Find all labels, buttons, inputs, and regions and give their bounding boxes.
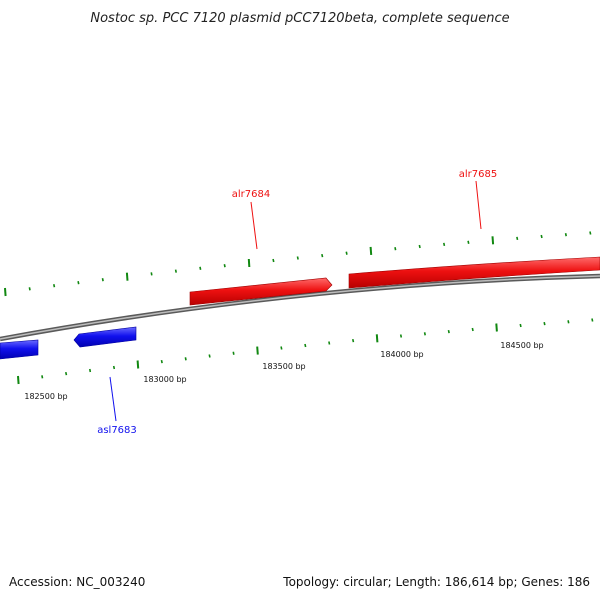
inner-track-minor-tick (160, 359, 163, 364)
leader-line-alr7684 (250, 201, 258, 250)
tick-label-183000: 183000 bp (143, 375, 186, 384)
outer-track-minor-tick (345, 251, 348, 255)
outer-track-minor-tick (53, 284, 56, 288)
inner-track-minor-tick (232, 351, 235, 355)
outer-track-minor-tick (443, 242, 446, 247)
inner-track-major-tick (375, 334, 379, 343)
outer-track-major-tick (491, 236, 495, 245)
outer-track-minor-tick (272, 258, 275, 263)
outer-track-minor-tick (589, 231, 592, 235)
inner-track-minor-tick (447, 329, 450, 334)
outer-track-minor-tick (321, 253, 324, 258)
outer-track-minor-tick (223, 264, 226, 268)
outer-track-minor-tick (394, 247, 397, 251)
outer-track-minor-tick (418, 244, 421, 249)
outer-track-minor-tick (467, 240, 470, 244)
outer-track-minor-tick (101, 278, 104, 282)
outer-track-minor-tick (174, 269, 177, 273)
outer-track-minor-tick (540, 234, 543, 239)
leader-line-alr7685 (475, 180, 482, 230)
inner-track-minor-tick (399, 334, 403, 338)
outer-track-minor-tick (199, 266, 202, 270)
tick-label-184500: 184500 bp (500, 341, 543, 350)
outer-tick-track (4, 231, 592, 297)
inner-track-minor-tick (112, 365, 116, 370)
inner-track-major-tick (136, 360, 140, 369)
gene-arrow-reverse-left[interactable] (0, 339, 39, 360)
outer-track-major-tick (369, 246, 373, 255)
map-title: Nostoc sp. PCC 7120 plasmid pCC7120beta,… (90, 11, 509, 26)
gene-arrow-alr7685[interactable] (348, 256, 600, 289)
inner-track-minor-tick (280, 346, 283, 350)
tick-label-184000: 184000 bp (380, 350, 423, 359)
outer-track-minor-tick (564, 233, 567, 237)
outer-track-minor-tick (28, 287, 31, 291)
inner-track-minor-tick (328, 341, 331, 345)
accession-text: Accession: NC_003240 (9, 575, 145, 589)
inner-track-minor-tick (471, 327, 474, 332)
backbone-highlight (0, 275, 600, 340)
inner-track-minor-tick (519, 323, 522, 328)
inner-track-minor-tick (423, 332, 426, 336)
gene-label-alr7684[interactable]: alr7684 (232, 189, 270, 200)
gene-arrow-alr7684[interactable] (189, 277, 333, 306)
inner-track-minor-tick (304, 343, 307, 348)
outer-track-minor-tick (77, 281, 80, 285)
outer-track-minor-tick (296, 256, 299, 260)
gene-label-alr7685[interactable]: alr7685 (459, 169, 497, 180)
inner-track-minor-tick (41, 375, 44, 379)
outer-track-minor-tick (150, 272, 153, 276)
inner-track-minor-tick (89, 368, 92, 373)
inner-track-minor-tick (543, 321, 546, 326)
inner-track-minor-tick (591, 318, 594, 322)
leader-line-asl7683 (109, 376, 117, 422)
topology-summary-text: Topology: circular; Length: 186,614 bp; … (282, 575, 590, 589)
outer-track-minor-tick (516, 236, 519, 241)
inner-track-minor-tick (208, 354, 211, 358)
inner-track-major-tick (256, 346, 259, 355)
inner-track-major-tick (495, 323, 498, 332)
tick-label-182500: 182500 bp (24, 392, 67, 401)
outer-track-major-tick (125, 272, 129, 281)
inner-track-minor-tick (567, 320, 570, 324)
inner-track-minor-tick (352, 338, 355, 343)
tick-label-183500: 183500 bp (262, 362, 305, 371)
outer-track-major-tick (4, 287, 7, 297)
inner-tick-track (17, 318, 594, 385)
gene-arrow-asl7683[interactable] (73, 326, 137, 348)
gene-label-asl7683[interactable]: asl7683 (97, 425, 137, 436)
inner-track-minor-tick (65, 371, 68, 376)
inner-track-minor-tick (184, 357, 187, 361)
outer-track-major-tick (247, 258, 251, 268)
inner-track-major-tick (17, 375, 20, 385)
